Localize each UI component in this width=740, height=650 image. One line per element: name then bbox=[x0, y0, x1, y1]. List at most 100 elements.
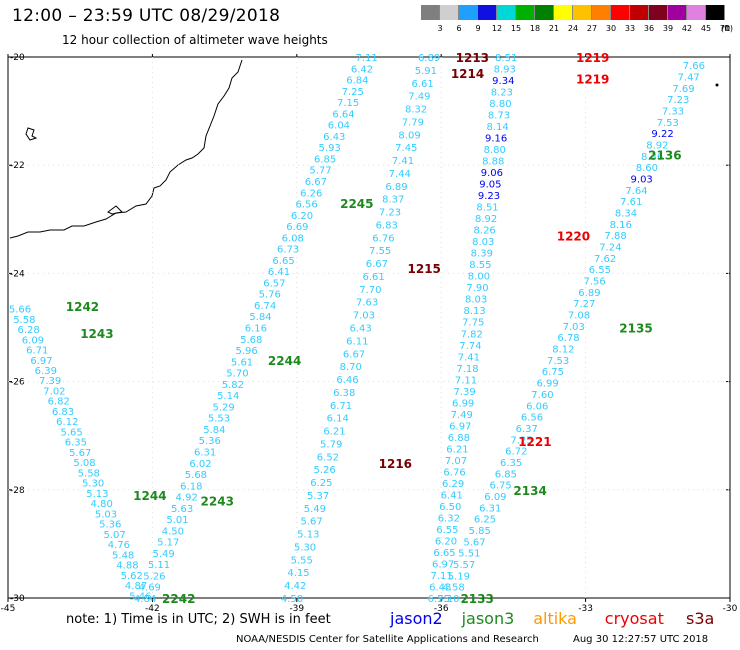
swh-value: 5.26 bbox=[143, 571, 165, 582]
lat-tick-label: -20 bbox=[10, 53, 25, 63]
scale-swatch bbox=[421, 5, 440, 20]
island-outline bbox=[25, 127, 38, 141]
pass-label: 2243 bbox=[201, 495, 234, 509]
track-B: 7.116.426.847.257.156.646.046.435.936.85… bbox=[134, 53, 378, 605]
swh-value: 5.13 bbox=[297, 530, 319, 541]
scale-label: 18 bbox=[529, 24, 541, 33]
swh-value: 6.56 bbox=[521, 413, 543, 424]
swh-value: 5.68 bbox=[185, 470, 207, 481]
mission-jason2: jason2 bbox=[390, 609, 443, 628]
swh-value: 6.14 bbox=[327, 414, 349, 425]
swh-value: 7.47 bbox=[678, 72, 700, 83]
scale-label: 30 bbox=[605, 24, 617, 33]
coastline bbox=[9, 59, 719, 239]
generation-timestamp: Aug 30 12:27:57 UTC 2018 bbox=[573, 634, 709, 645]
plot-border bbox=[7, 56, 731, 599]
swh-value: 9.23 bbox=[478, 191, 500, 202]
swh-value: 6.89 bbox=[418, 53, 440, 64]
swh-value: 6.89 bbox=[578, 288, 600, 299]
swh-value: 6.99 bbox=[537, 379, 559, 390]
swh-value: 5.08 bbox=[73, 458, 95, 469]
pass-label: 1242 bbox=[66, 300, 99, 314]
swh-value: 8.51 bbox=[476, 203, 498, 214]
swh-value: 6.28 bbox=[17, 325, 39, 336]
swh-value: 6.09 bbox=[22, 335, 44, 346]
swh-value: 5.70 bbox=[226, 369, 248, 380]
satellite-tracks: 5.665.586.286.096.716.976.397.397.026.82… bbox=[9, 53, 705, 605]
pass-label: 1216 bbox=[379, 457, 412, 471]
swh-value: 7.39 bbox=[39, 376, 61, 387]
swh-value: 7.66 bbox=[683, 61, 705, 72]
swh-value: 7.07 bbox=[445, 456, 467, 467]
track-C: 6.89 5.91 6.61 7.49 8.327.79 8.09 7.45 7.41 7.44… bbox=[281, 53, 440, 605]
lat-tick-label: -30 bbox=[10, 594, 25, 604]
lon-tick-label: -39 bbox=[289, 604, 304, 614]
swh-value: 8.80 bbox=[489, 99, 511, 110]
swh-value: 5.14 bbox=[217, 391, 239, 402]
swh-value: 7.18 bbox=[456, 364, 478, 375]
pass-label: 2245 bbox=[340, 197, 373, 211]
swh-value: 4.80 bbox=[91, 499, 113, 510]
swh-value: 5.48 bbox=[112, 550, 134, 561]
swh-value: 6.55 bbox=[589, 265, 611, 276]
scale-swatch bbox=[554, 5, 573, 20]
lon-tick-label: -42 bbox=[145, 604, 160, 614]
swh-value: 5.53 bbox=[208, 414, 230, 425]
swh-value: 7.41 bbox=[392, 156, 414, 167]
mission-altika: altika bbox=[533, 609, 577, 628]
swh-value: 7.64 bbox=[625, 186, 647, 197]
swh-value: 6.39 bbox=[35, 366, 57, 377]
swh-value: 6.31 bbox=[194, 447, 216, 458]
swh-value: 5.58 bbox=[78, 468, 100, 479]
swh-value: 6.97 bbox=[449, 421, 471, 432]
swh-value: 5.77 bbox=[309, 166, 331, 177]
mission-s3a: s3a bbox=[686, 609, 715, 628]
pass-label: 1219 bbox=[576, 73, 609, 87]
swh-value: 8.03 bbox=[472, 237, 494, 248]
scale-label: 45 bbox=[700, 24, 712, 33]
swh-value: 7.08 bbox=[568, 311, 590, 322]
swh-value: 6.52 bbox=[317, 452, 339, 463]
swh-value: 7.53 bbox=[657, 118, 679, 129]
swh-value: 5.10 bbox=[437, 594, 459, 605]
pass-label: 2135 bbox=[619, 322, 652, 336]
scale-label: 15 bbox=[510, 24, 522, 33]
swh-value: 7.88 bbox=[604, 231, 626, 242]
swh-value: 6.67 bbox=[366, 259, 388, 270]
swh-value: 7.75 bbox=[462, 318, 484, 329]
swh-value: 6.43 bbox=[429, 582, 451, 593]
swh-value: 5.82 bbox=[222, 380, 244, 391]
swh-value: 6.32 bbox=[438, 513, 460, 524]
scale-swatch bbox=[535, 5, 554, 20]
scale-swatch bbox=[687, 5, 706, 20]
swh-value: 6.20 bbox=[291, 211, 313, 222]
swh-value: 6.64 bbox=[332, 109, 354, 120]
swh-value: 6.12 bbox=[56, 417, 78, 428]
swh-value: 6.97 bbox=[30, 356, 52, 367]
swh-value: 5.96 bbox=[236, 346, 258, 357]
swh-value: 6.31 bbox=[479, 503, 501, 514]
swh-value: 7.02 bbox=[43, 386, 65, 397]
swh-value: 9.06 bbox=[481, 168, 503, 179]
swh-value: 8.39 bbox=[471, 249, 493, 260]
scale-label: 27 bbox=[586, 24, 598, 33]
swh-value: 9.16 bbox=[485, 134, 507, 145]
swh-value: 6.04 bbox=[328, 121, 350, 132]
swh-value: 4.88 bbox=[116, 561, 138, 572]
swh-value: 7.41 bbox=[458, 352, 480, 363]
scale-swatch bbox=[573, 5, 592, 20]
scale-unit: (ft) bbox=[721, 24, 734, 33]
pass-label: 1213 bbox=[456, 51, 489, 65]
scale-label: 42 bbox=[681, 24, 693, 33]
swh-value: 7.27 bbox=[573, 299, 595, 310]
swh-value: 8.36 bbox=[641, 152, 663, 163]
swh-value: 7.53 bbox=[547, 356, 569, 367]
swh-value: 7.56 bbox=[584, 277, 606, 288]
swh-value: 8.32 bbox=[405, 105, 427, 116]
swh-value: 6.20 bbox=[435, 536, 457, 547]
scale-label: 12 bbox=[491, 24, 503, 33]
swh-value: 5.46 bbox=[129, 591, 151, 602]
lat-tick-label: -26 bbox=[10, 378, 25, 388]
lon-tick-label: -36 bbox=[434, 604, 449, 614]
